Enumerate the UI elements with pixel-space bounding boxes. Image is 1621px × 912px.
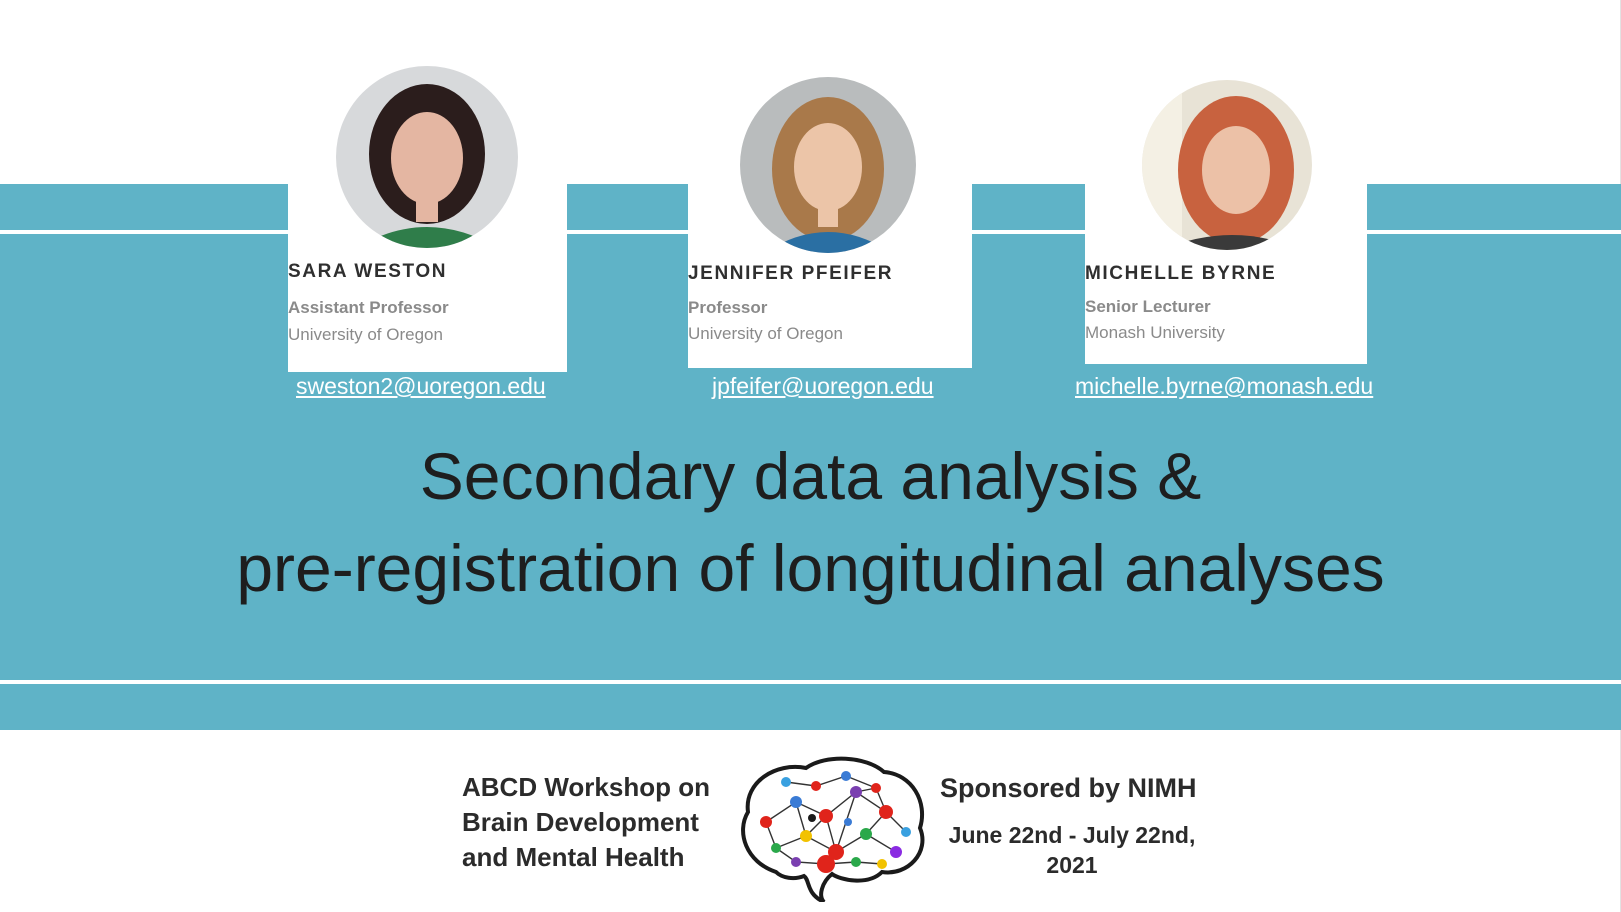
workshop-name-line1: ABCD Workshop on <box>462 772 710 802</box>
workshop-name-line3: and Mental Health <box>462 842 685 872</box>
speaker-role: Assistant Professor <box>288 298 449 317</box>
speaker-name: JENNIFER PFEIFER <box>688 263 894 284</box>
speaker-role: Professor <box>688 298 768 317</box>
speaker-photo-pfeifer <box>740 77 916 253</box>
sponsor-text: Sponsored by NIMH <box>940 773 1197 803</box>
speaker-photo-weston <box>336 66 518 248</box>
speaker-affiliation: University of Oregon <box>288 325 443 344</box>
speaker-name: MICHELLE BYRNE <box>1085 263 1277 284</box>
speaker-email-link[interactable]: sweston2@uoregon.edu <box>296 373 546 399</box>
workshop-name: ABCD Workshop on Brain Development and M… <box>462 770 710 875</box>
workshop-dates-line2: 2021 <box>1046 852 1098 878</box>
speaker-photo-byrne <box>1142 80 1312 250</box>
slide-title-line2: pre-registration of longitudinal analyse… <box>236 531 1385 605</box>
slide-title-line1: Secondary data analysis & <box>419 439 1202 513</box>
workshop-dates-line1: June 22nd - July 22nd, <box>948 822 1196 848</box>
band-bottom <box>0 684 1621 730</box>
speaker-role: Senior Lecturer <box>1085 297 1211 316</box>
workshop-name-line2: Brain Development <box>462 807 699 837</box>
workshop-dates: June 22nd - July 22nd, 2021 <box>940 820 1204 880</box>
band-divider-bottom <box>0 680 1621 684</box>
brain-network-icon <box>736 752 932 907</box>
speaker-email-link[interactable]: jpfeifer@uoregon.edu <box>712 373 934 399</box>
speaker-affiliation: Monash University <box>1085 323 1225 342</box>
speaker-email-link[interactable]: michelle.byrne@monash.edu <box>1075 373 1374 399</box>
speaker-affiliation: University of Oregon <box>688 324 843 343</box>
speaker-name: SARA WESTON <box>288 261 448 282</box>
